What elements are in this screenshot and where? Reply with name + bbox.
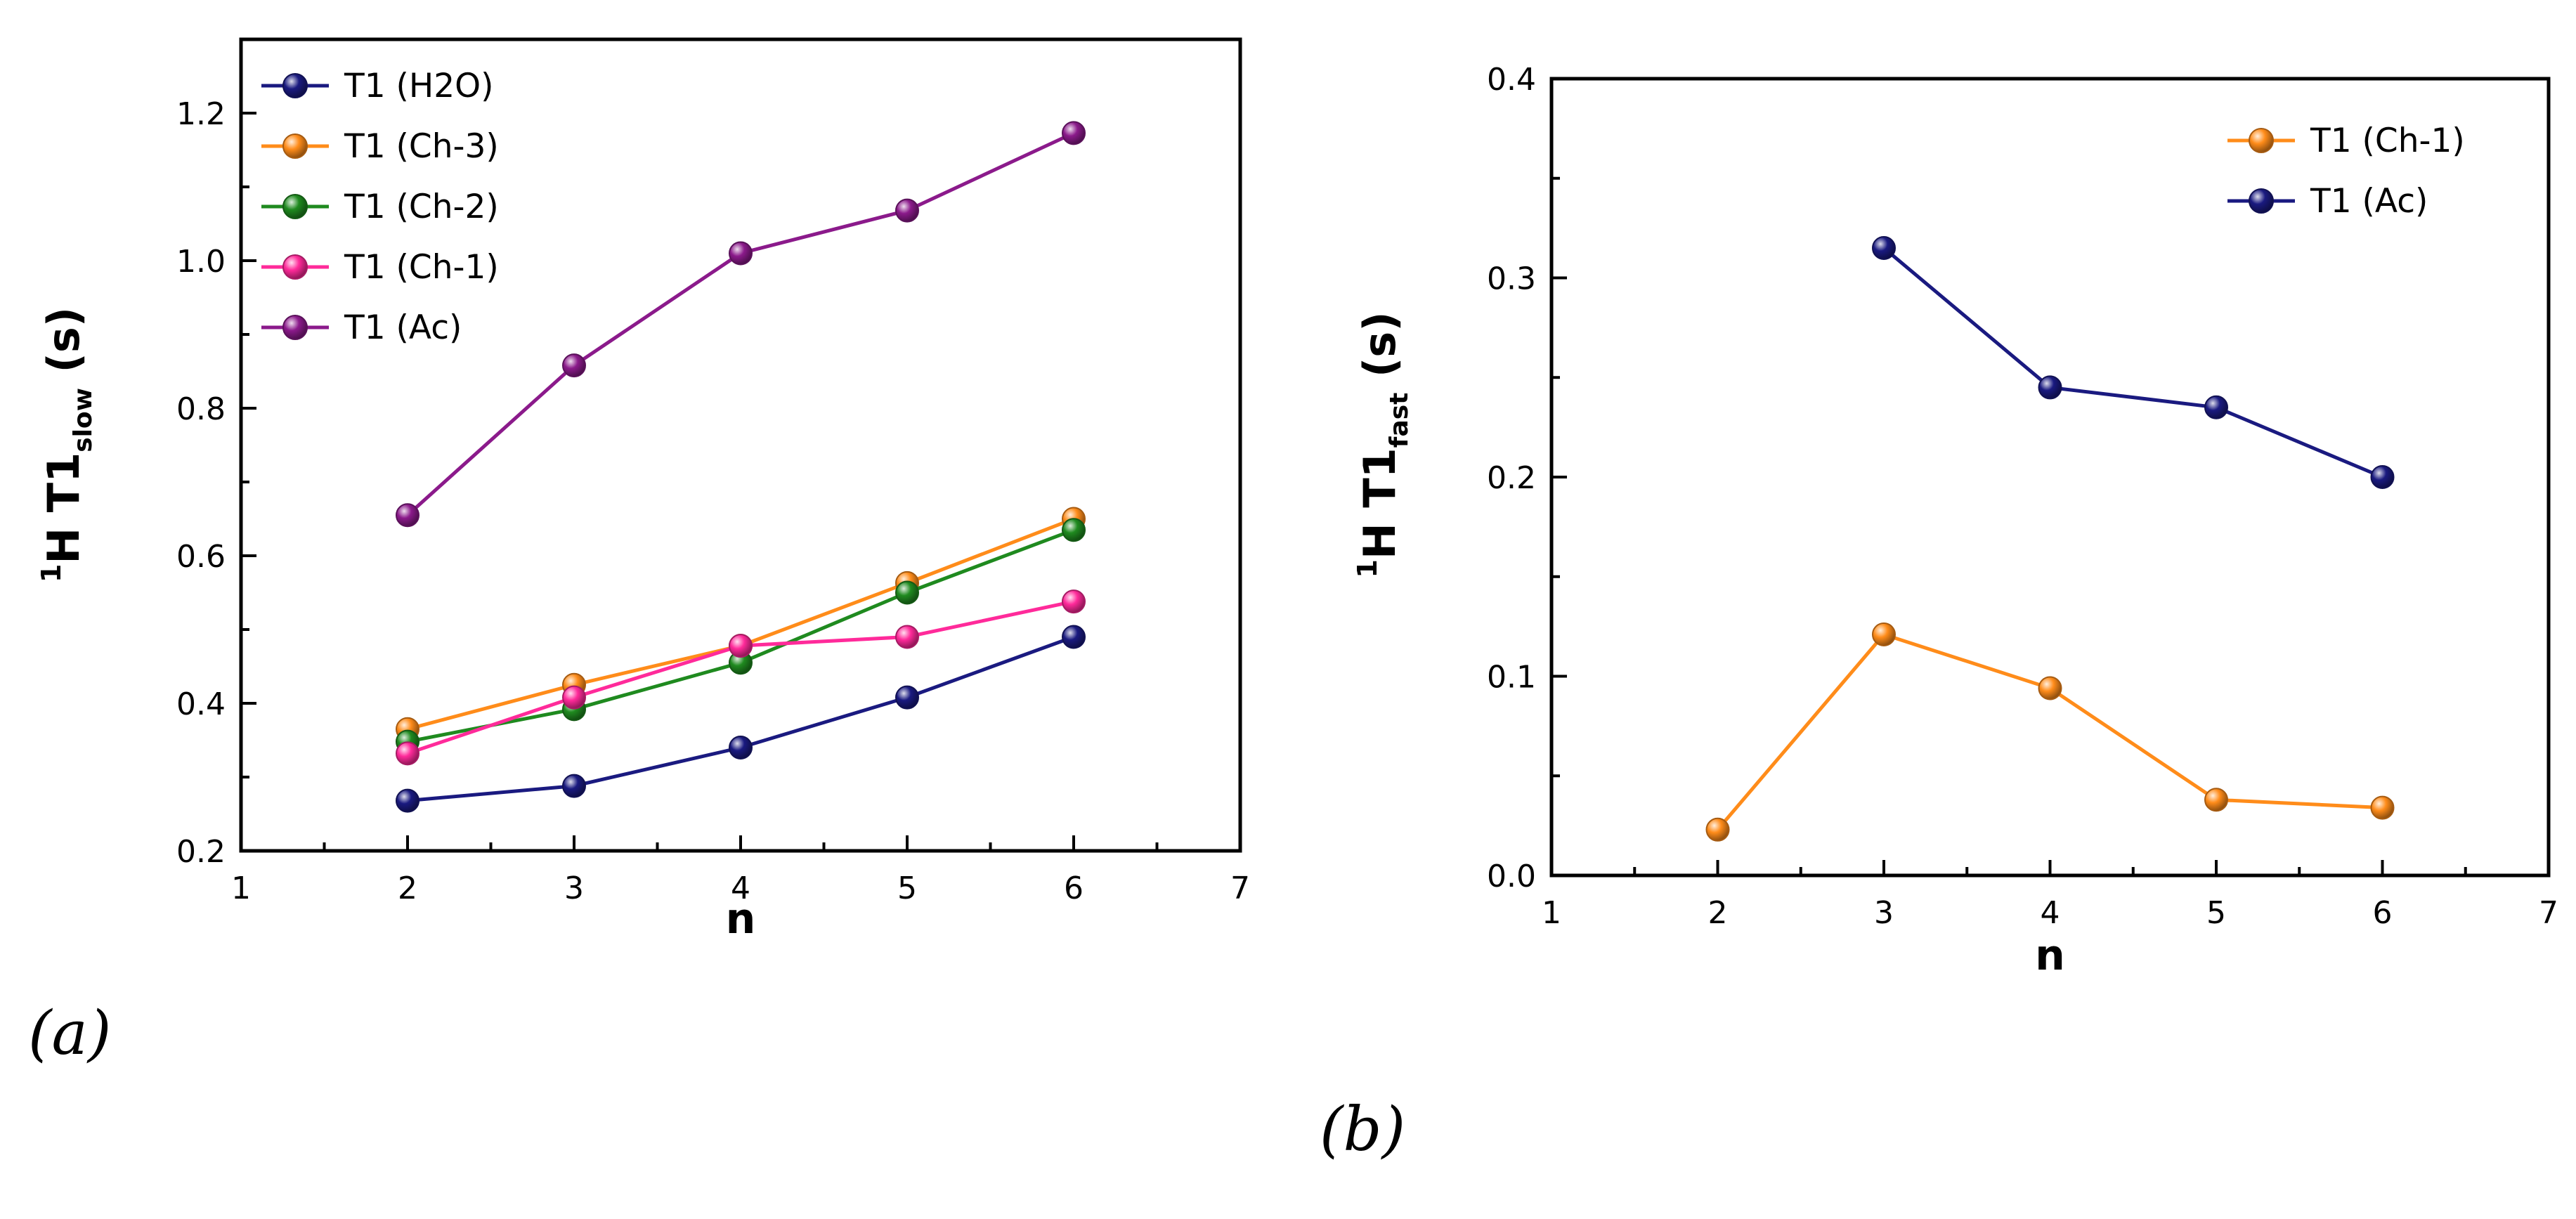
data-point (1062, 121, 1086, 145)
data-point (1872, 235, 1896, 260)
x-tick-label: 5 (897, 871, 917, 906)
x-tick-label: 6 (1064, 871, 1084, 906)
x-tick-label: 1 (231, 871, 251, 906)
legend-label: T1 (H2O) (344, 67, 493, 105)
y-axis-title-main: H T1 (38, 452, 89, 564)
y-axis-title-sub: fast (1385, 393, 1414, 448)
legend-label: T1 (Ch-1) (2310, 122, 2465, 160)
data-point (2370, 795, 2395, 820)
data-point (562, 353, 586, 378)
y-tick-label: 1.0 (176, 244, 226, 280)
y-axis-title-unit: (s) (1354, 311, 1405, 392)
data-point (396, 788, 419, 813)
data-point (1062, 625, 1086, 649)
data-point (729, 241, 753, 266)
x-tick-label: 3 (564, 871, 584, 906)
y-axis-title: 1H T1fast (s) (1352, 311, 1414, 578)
x-tick-label: 2 (1708, 895, 1728, 931)
data-point (729, 634, 753, 658)
y-tick-label: 0.3 (1487, 261, 1536, 297)
legend-marker (282, 133, 308, 159)
legend-label: T1 (Ch-2) (344, 188, 499, 226)
panel-label: (a) (28, 998, 111, 1069)
legend-marker (282, 73, 308, 98)
y-tick-label: 0.4 (1487, 62, 1536, 98)
legend-label: T1 (Ac) (2310, 182, 2428, 221)
legend-label: T1 (Ch-3) (344, 127, 499, 166)
y-tick-label: 0.6 (176, 539, 226, 575)
data-point (1872, 622, 1896, 646)
data-point (2038, 676, 2062, 700)
y-axis-title-main: H T1 (1354, 448, 1405, 559)
y-axis-title: 1H T1slow (s) (36, 307, 98, 582)
y-tick-label: 0.4 (176, 686, 226, 722)
y-tick-label: 0.0 (1487, 859, 1536, 894)
x-tick-label: 7 (2539, 895, 2558, 931)
y-tick-label: 0.8 (176, 391, 226, 427)
series-line (407, 599, 1074, 755)
legend-label: T1 (Ac) (344, 308, 462, 347)
x-axis-title: n (726, 894, 756, 944)
data-point (1062, 589, 1086, 614)
y-tick-label: 0.2 (176, 834, 226, 870)
x-tick-label: 3 (1874, 895, 1894, 931)
y-tick-label: 1.2 (176, 96, 226, 132)
data-point (729, 736, 753, 760)
y-axis-title-unit: (s) (38, 307, 89, 388)
panel-label: (b) (1320, 1095, 1405, 1165)
legend-marker (2249, 188, 2274, 214)
series-line (406, 131, 1075, 517)
legend-marker (2249, 128, 2274, 153)
legend-marker (282, 315, 308, 340)
x-axis-title: n (2035, 931, 2065, 980)
data-point (895, 580, 919, 605)
y-tick-label: 0.1 (1487, 660, 1536, 696)
data-point (1062, 518, 1086, 542)
x-tick-label: 5 (2206, 895, 2226, 931)
y-axis-title-sub: slow (69, 388, 98, 452)
data-point (562, 774, 586, 798)
legend-marker (282, 254, 308, 280)
y-axis-title-sup: 1 (1352, 559, 1383, 578)
y-axis-title-sup: 1 (36, 564, 67, 582)
x-tick-label: 4 (2041, 895, 2060, 931)
data-point (562, 685, 586, 710)
data-point (895, 198, 919, 223)
series-line (1882, 247, 2383, 479)
legend-label: T1 (Ch-1) (344, 248, 499, 287)
x-tick-label: 2 (398, 871, 417, 906)
data-point (2204, 788, 2228, 812)
y-tick-label: 0.2 (1487, 460, 1536, 496)
x-tick-label: 4 (731, 871, 750, 906)
x-tick-label: 7 (1230, 871, 1250, 906)
data-point (396, 741, 419, 766)
data-point (1705, 817, 1730, 842)
data-point (2204, 395, 2228, 419)
data-point (2038, 375, 2062, 400)
legend-marker (282, 194, 308, 219)
data-point (2370, 465, 2395, 489)
x-tick-label: 6 (2373, 895, 2393, 931)
data-point (895, 625, 919, 649)
data-point (396, 503, 419, 528)
x-tick-label: 1 (1542, 895, 1561, 931)
series-line (1716, 632, 2383, 831)
data-point (895, 685, 919, 710)
